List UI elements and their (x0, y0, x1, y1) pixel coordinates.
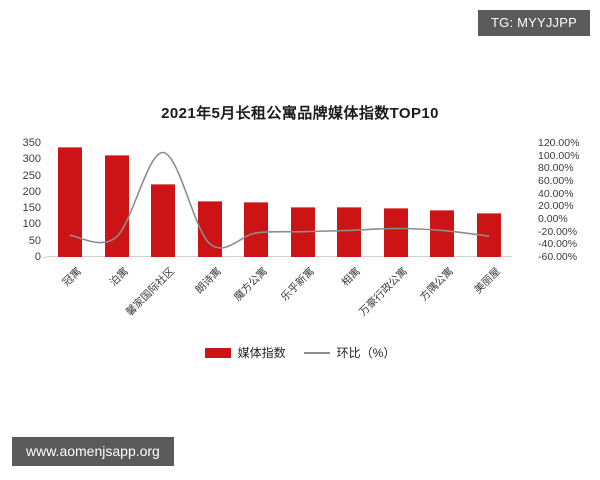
y-axis-right-tick: 120.00% (538, 137, 580, 149)
y-axis-left-tick: 100 (22, 218, 41, 231)
chart-title: 2021年5月长租公寓品牌媒体指数TOP10 (161, 105, 439, 122)
legend-line-swatch-icon (303, 351, 330, 354)
y-axis-left-tick: 150 (22, 202, 41, 215)
y-axis-right-tick: -20.00% (538, 225, 578, 238)
x-axis-label: 泊寓 (107, 265, 131, 289)
bar (58, 146, 83, 257)
x-axis-line (47, 256, 512, 257)
y-axis-right-tick: 0.00% (538, 213, 568, 225)
bar (337, 207, 362, 257)
y-axis-right-tick: 80.00% (538, 162, 574, 175)
bar (430, 210, 455, 257)
legend-item-bar: 媒体指数 (204, 344, 286, 361)
telegram-tag-badge: TG: MYYJJPP (478, 10, 590, 36)
bar (476, 212, 501, 257)
legend-line-label: 环比（%） (336, 346, 396, 360)
chart-container: 2021年5月长租公寓品牌媒体指数TOP10 350 300 250 200 150 10… (0, 86, 600, 386)
site-watermark: www.aomenjsapp.org (12, 437, 174, 466)
x-axis-label: 乐乎新寓 (278, 265, 317, 304)
line-path (69, 151, 490, 249)
legend-item-line: 环比（%） (303, 344, 396, 361)
bar (197, 201, 222, 257)
y-axis-left-tick: 50 (28, 234, 41, 247)
x-axis-label: 相寓 (339, 265, 364, 289)
y-axis-left-tick: 250 (22, 169, 41, 182)
bar (151, 184, 176, 257)
x-axis-label: 朗诗寓 (192, 265, 224, 297)
y-axis-left-tick: 0 (34, 251, 41, 263)
legend-bar-label: 媒体指数 (237, 346, 286, 360)
x-axis-label: 馨家国际社区 (124, 265, 178, 319)
legend-bar-swatch-icon (204, 347, 231, 358)
bar (104, 155, 129, 257)
x-axis-label: 魔方公寓 (231, 265, 271, 304)
plot-area: 350 300 250 200 150 100 50 0 120.00% 100.00% 80.0… (23, 137, 580, 318)
y-axis-left-tick: 350 (22, 137, 41, 149)
x-axis-label: 美丽屋 (471, 265, 503, 297)
x-axis-label: 方隅公寓 (417, 265, 457, 304)
bar (290, 207, 315, 257)
y-axis-right-tick: -60.00% (538, 251, 578, 263)
y-axis-right-tick: 40.00% (538, 187, 574, 200)
y-axis-left-tick: 300 (22, 153, 41, 166)
y-axis-right-tick: 100.00% (538, 149, 580, 162)
chart-legend: 媒体指数 环比（%） (0, 344, 600, 361)
x-axis-label: 万豪行政公寓 (356, 265, 410, 319)
y-axis-right-tick: -40.00% (538, 238, 578, 251)
y-axis-left-tick: 200 (22, 185, 41, 198)
x-axis-label: 冠寓 (60, 265, 85, 289)
bar (383, 207, 408, 257)
bar (244, 202, 269, 257)
y-axis-tick-mark (43, 257, 47, 258)
y-axis-right-tick: 20.00% (538, 200, 574, 213)
y-axis-right-tick: 60.00% (538, 175, 574, 187)
